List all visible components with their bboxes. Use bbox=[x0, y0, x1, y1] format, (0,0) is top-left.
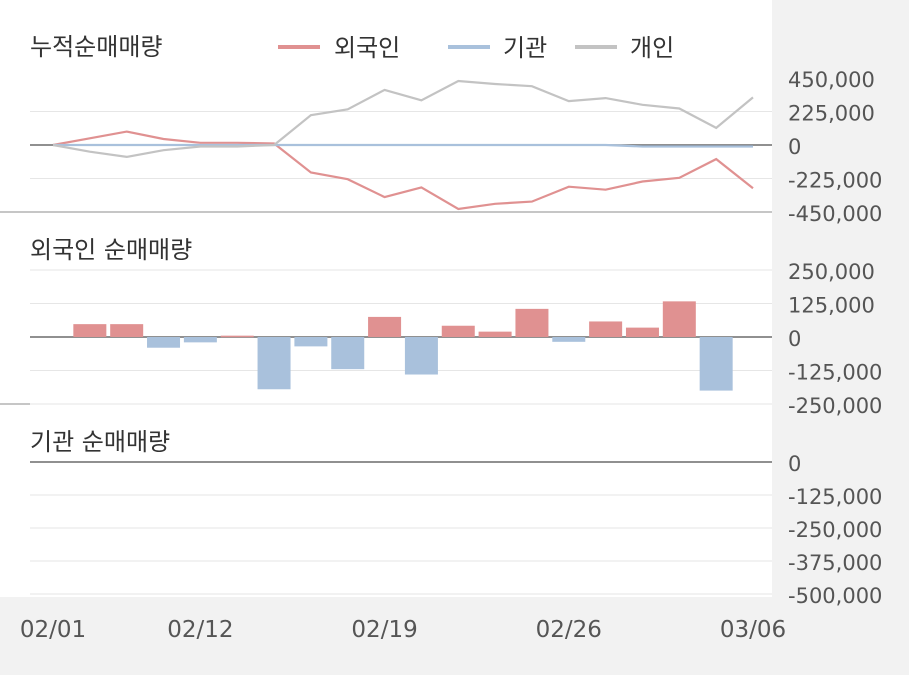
foreign-net-bar bbox=[110, 324, 144, 337]
legend: 외국인 기관 개인 bbox=[278, 34, 674, 62]
cumulative-plot: 450,000 225,000 0 -225,000 -450,000 bbox=[0, 68, 882, 226]
foreign-net-bar bbox=[294, 337, 328, 347]
cumulative-title: 누적순매매량 bbox=[30, 33, 162, 61]
foreign-net-bar bbox=[515, 308, 549, 337]
foreign-net-bar bbox=[331, 337, 365, 370]
y-tick-label: 0 bbox=[788, 327, 801, 351]
legend-label-institution: 기관 bbox=[503, 34, 547, 62]
legend-label-foreign: 외국인 bbox=[334, 34, 400, 62]
series-line-institution bbox=[53, 143, 753, 148]
plot-background bbox=[0, 0, 772, 597]
y-tick-label: -250,000 bbox=[788, 394, 882, 418]
series-line-foreign bbox=[52, 130, 754, 211]
foreign-plot: 250,000 125,000 0 -125,000 -250,000 bbox=[0, 260, 882, 418]
x-tick-label: 02/19 bbox=[351, 617, 417, 643]
y-tick-label: 450,000 bbox=[788, 68, 875, 92]
institution-plot: 0 -125,000 -250,000 -375,000 -500,000 bbox=[30, 452, 882, 608]
legend-label-individual: 개인 bbox=[630, 34, 674, 62]
foreign-net-bar bbox=[662, 301, 696, 337]
x-axis: 02/01 02/12 02/19 02/26 03/06 bbox=[20, 617, 786, 643]
y-tick-label: 225,000 bbox=[788, 102, 875, 126]
foreign-net-bar bbox=[368, 316, 402, 337]
foreign-net-bar bbox=[220, 335, 254, 338]
foreign-net-bar bbox=[183, 337, 217, 343]
foreign-net-bar bbox=[73, 324, 107, 337]
x-tick-label: 03/06 bbox=[720, 617, 786, 643]
y-tick-label: 0 bbox=[788, 452, 801, 476]
y-tick-label: -125,000 bbox=[788, 485, 882, 509]
y-tick-label: -225,000 bbox=[788, 169, 882, 193]
foreign-net-bar bbox=[625, 327, 659, 337]
x-tick-label: 02/12 bbox=[167, 617, 233, 643]
y-tick-label: -450,000 bbox=[788, 202, 882, 226]
institution-panel: 기관 순매매량 0 -125,000 -250,000 -375,000 -500,00… bbox=[30, 428, 882, 608]
foreign-net-bar bbox=[441, 325, 475, 337]
foreign-net-bar bbox=[404, 337, 438, 375]
institution-title: 기관 순매매량 bbox=[30, 428, 170, 456]
foreign-title: 외국인 순매매량 bbox=[30, 236, 192, 264]
y-tick-label: -250,000 bbox=[788, 518, 882, 542]
y-tick-label: 250,000 bbox=[788, 260, 875, 284]
foreign-net-bar bbox=[147, 337, 181, 348]
foreign-panel: 외국인 순매매량 250,000 125,000 0 -125,000 -250,000 bbox=[0, 236, 882, 418]
foreign-net-bar bbox=[478, 331, 512, 337]
y-tick-label: -125,000 bbox=[788, 361, 882, 385]
foreign-net-bar bbox=[257, 337, 291, 390]
foreign-net-bar bbox=[699, 337, 733, 391]
y-tick-label: -375,000 bbox=[788, 551, 882, 575]
y-tick-label: 0 bbox=[788, 135, 801, 159]
y-tick-label: -500,000 bbox=[788, 584, 882, 608]
x-tick-label: 02/26 bbox=[536, 617, 602, 643]
cumulative-panel: 누적순매매량 외국인 기관 개인 450,000 225,000 0 -225,000… bbox=[0, 33, 882, 226]
y-tick-label: 125,000 bbox=[788, 294, 875, 318]
foreign-net-bar bbox=[589, 321, 623, 337]
series-line-individual bbox=[52, 79, 754, 159]
x-tick-label: 02/01 bbox=[20, 617, 86, 643]
foreign-net-bar bbox=[552, 337, 586, 342]
